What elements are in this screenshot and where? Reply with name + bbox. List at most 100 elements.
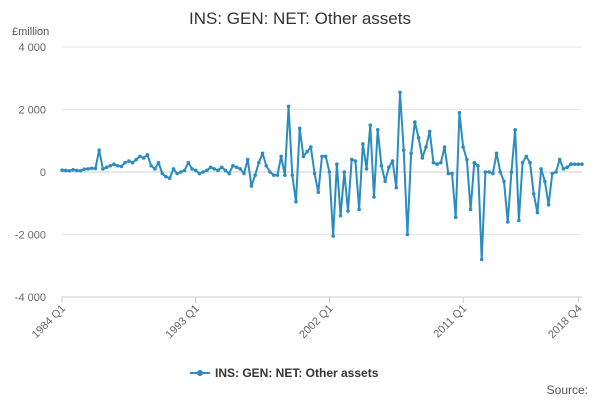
data-point[interactable] [505, 220, 510, 224]
data-point[interactable] [115, 163, 120, 168]
data-point[interactable] [476, 163, 480, 168]
data-point[interactable] [193, 168, 198, 173]
data-point[interactable] [294, 199, 298, 204]
data-point[interactable] [461, 145, 465, 149]
data-point[interactable] [219, 165, 224, 170]
data-point[interactable] [383, 179, 387, 184]
data-point[interactable] [394, 185, 399, 190]
data-point[interactable] [435, 162, 439, 166]
data-point[interactable] [576, 162, 581, 166]
data-point[interactable] [390, 159, 395, 163]
data-point[interactable] [375, 128, 380, 132]
data-point[interactable] [453, 215, 458, 220]
data-point[interactable] [286, 104, 291, 109]
data-point[interactable] [104, 165, 109, 170]
data-point[interactable] [491, 171, 495, 176]
data-point[interactable] [539, 167, 543, 171]
data-point[interactable] [531, 192, 536, 196]
data-point[interactable] [368, 123, 373, 127]
data-point[interactable] [145, 153, 150, 157]
data-point[interactable] [342, 170, 347, 174]
data-point[interactable] [179, 170, 183, 174]
data-point[interactable] [279, 154, 283, 159]
data-point[interactable] [242, 171, 246, 176]
data-point[interactable] [234, 165, 239, 170]
data-point[interactable] [134, 157, 139, 162]
data-point[interactable] [290, 173, 295, 177]
data-point[interactable] [190, 167, 194, 171]
data-point[interactable] [216, 168, 220, 173]
data-point[interactable] [387, 165, 391, 170]
data-point[interactable] [472, 160, 477, 165]
data-point[interactable] [546, 203, 551, 207]
data-point[interactable] [349, 157, 354, 162]
data-point[interactable] [465, 157, 469, 162]
data-point[interactable] [309, 145, 313, 149]
data-point[interactable] [557, 157, 562, 162]
data-point[interactable] [509, 170, 514, 174]
data-point[interactable] [186, 160, 191, 165]
data-point[interactable] [554, 170, 558, 174]
data-point[interactable] [483, 170, 488, 174]
legend[interactable]: INS: GEN: NET: Other assets [190, 366, 379, 380]
data-point[interactable] [63, 168, 68, 173]
data-point[interactable] [479, 257, 484, 262]
data-point[interactable] [431, 160, 436, 165]
data-point[interactable] [97, 148, 101, 152]
data-point[interactable] [93, 166, 98, 171]
data-point[interactable] [257, 160, 261, 165]
data-point[interactable] [420, 156, 425, 160]
data-point[interactable] [520, 160, 525, 165]
data-point[interactable] [201, 170, 205, 174]
data-point[interactable] [413, 120, 417, 124]
data-point[interactable] [238, 167, 243, 171]
data-point[interactable] [227, 171, 231, 176]
data-point[interactable] [71, 168, 75, 172]
data-point[interactable] [78, 168, 83, 173]
data-point[interactable] [182, 168, 187, 173]
data-point[interactable] [312, 171, 317, 176]
data-point[interactable] [205, 168, 209, 173]
data-point[interactable] [580, 162, 584, 166]
data-point[interactable] [249, 184, 254, 188]
data-point[interactable] [231, 163, 235, 168]
data-point[interactable] [123, 160, 127, 165]
data-point[interactable] [171, 167, 176, 171]
data-point[interactable] [130, 160, 135, 165]
data-point[interactable] [86, 167, 90, 171]
data-point[interactable] [260, 151, 265, 156]
data-point[interactable] [101, 167, 105, 171]
data-point[interactable] [160, 171, 165, 176]
data-point[interactable] [156, 160, 161, 165]
data-point[interactable] [572, 162, 577, 166]
data-point[interactable] [327, 170, 332, 174]
data-point[interactable] [112, 162, 116, 166]
data-point[interactable] [323, 154, 328, 159]
data-point[interactable] [223, 168, 228, 173]
data-point[interactable] [398, 90, 402, 95]
data-point[interactable] [346, 209, 350, 213]
data-point[interactable] [108, 163, 113, 168]
data-point[interactable] [401, 148, 406, 152]
data-point[interactable] [301, 154, 306, 159]
data-point[interactable] [372, 195, 376, 199]
data-point[interactable] [416, 135, 421, 140]
data-point[interactable] [271, 173, 276, 177]
data-point[interactable] [82, 167, 87, 171]
data-point[interactable] [439, 160, 443, 165]
data-point[interactable] [127, 159, 131, 163]
data-point[interactable] [353, 159, 358, 163]
data-point[interactable] [175, 171, 179, 176]
data-point[interactable] [561, 167, 566, 171]
data-point[interactable] [167, 176, 172, 181]
data-point[interactable] [264, 163, 269, 168]
data-point[interactable] [197, 171, 202, 176]
data-point[interactable] [141, 156, 146, 160]
data-point[interactable] [543, 179, 547, 184]
data-point[interactable] [535, 210, 540, 215]
data-point[interactable] [316, 190, 321, 195]
data-point[interactable] [119, 164, 124, 169]
data-point[interactable] [164, 174, 168, 179]
data-point[interactable] [513, 128, 517, 132]
data-point[interactable] [149, 163, 153, 168]
